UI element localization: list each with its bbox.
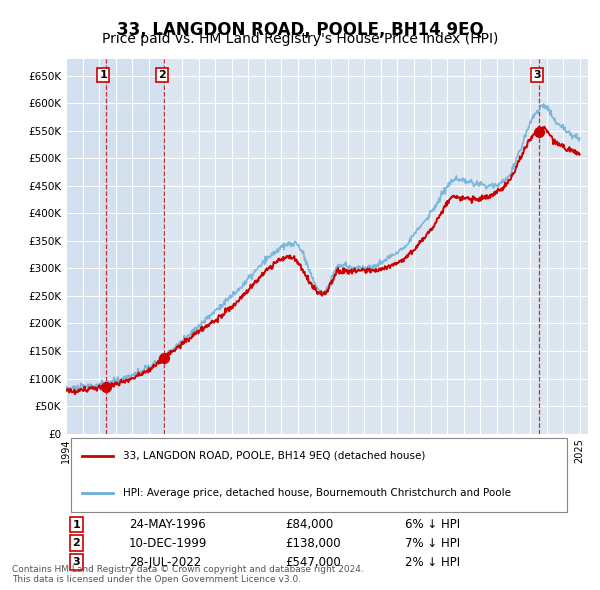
Text: 28-JUL-2022: 28-JUL-2022: [128, 556, 201, 569]
Text: Contains HM Land Registry data © Crown copyright and database right 2024.
This d: Contains HM Land Registry data © Crown c…: [12, 565, 364, 584]
Text: 6% ↓ HPI: 6% ↓ HPI: [406, 518, 460, 531]
Text: 2: 2: [158, 70, 166, 80]
Text: 1: 1: [73, 520, 80, 530]
Text: 3: 3: [533, 70, 541, 80]
Bar: [66, 59, 164, 434]
Text: 33, LANGDON ROAD, POOLE, BH14 9EQ (detached house): 33, LANGDON ROAD, POOLE, BH14 9EQ (detac…: [124, 451, 426, 461]
Text: 1: 1: [99, 70, 107, 80]
FancyBboxPatch shape: [71, 438, 567, 512]
Text: Price paid vs. HM Land Registry's House Price Index (HPI): Price paid vs. HM Land Registry's House …: [102, 32, 498, 47]
Text: 3: 3: [73, 557, 80, 567]
Text: HPI: Average price, detached house, Bournemouth Christchurch and Poole: HPI: Average price, detached house, Bour…: [124, 488, 511, 498]
Text: 24-MAY-1996: 24-MAY-1996: [128, 518, 205, 531]
Text: 2: 2: [73, 538, 80, 548]
Text: £138,000: £138,000: [285, 536, 341, 549]
Text: £547,000: £547,000: [285, 556, 341, 569]
Text: 10-DEC-1999: 10-DEC-1999: [128, 536, 207, 549]
Text: 7% ↓ HPI: 7% ↓ HPI: [406, 536, 460, 549]
Text: £84,000: £84,000: [285, 518, 334, 531]
Text: 33, LANGDON ROAD, POOLE, BH14 9EQ: 33, LANGDON ROAD, POOLE, BH14 9EQ: [116, 21, 484, 39]
Text: 2% ↓ HPI: 2% ↓ HPI: [406, 556, 460, 569]
